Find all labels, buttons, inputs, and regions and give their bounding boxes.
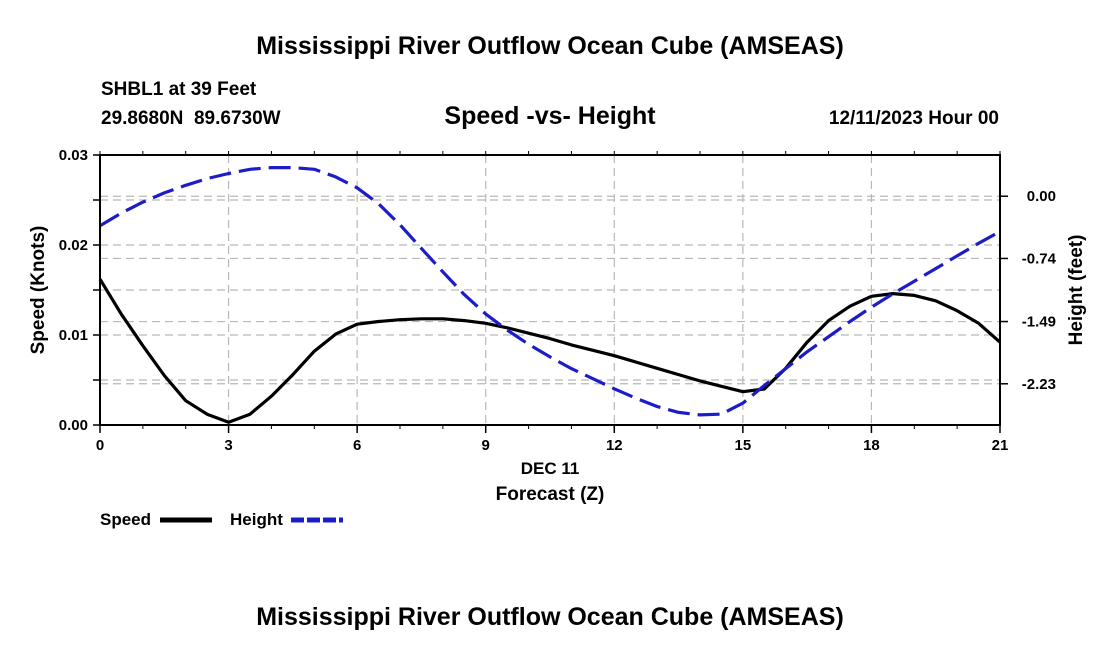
station-coords: 29.8680N 89.6730W (101, 108, 281, 129)
y-tick-label: 0.02 (59, 237, 88, 254)
x-tick-label: 15 (735, 437, 752, 454)
series-lines (98, 166, 1002, 424)
x-tick-label: 0 (96, 437, 104, 454)
main-title: Mississippi River Outflow Ocean Cube (AM… (256, 32, 844, 60)
legend: Speed Height (100, 510, 343, 529)
station-name: SHBL1 at 39 Feet (101, 79, 257, 100)
footer-title: Mississippi River Outflow Ocean Cube (AM… (256, 603, 844, 631)
tick-labels: 0 3 6 9 12 15 18 21 0.00 0.01 0.02 0.03 0.00 -0.74 -1.… (59, 147, 1057, 454)
x-tick-label: 9 (482, 437, 490, 454)
x-tick-label: 12 (606, 437, 623, 454)
grid-lines (100, 155, 1000, 425)
forecast-datetime: 12/11/2023 Hour 00 (829, 108, 999, 129)
y-tick-label: 0.00 (59, 417, 88, 434)
y2-tick-label: -2.23 (1022, 376, 1056, 393)
x-tick-label: 3 (224, 437, 232, 454)
y2-axis-label: Height (feet) (1066, 235, 1087, 346)
x-tick-label: 18 (863, 437, 880, 454)
y2-tick-label: -0.74 (1022, 250, 1057, 267)
y-axis-label: Speed (Knots) (28, 226, 49, 355)
y2-tick-label: 0.00 (1027, 188, 1056, 205)
y-tick-label: 0.01 (59, 327, 88, 344)
y-tick-label: 0.03 (59, 147, 88, 164)
legend-label-height: Height (230, 510, 283, 529)
x-axis-label: Forecast (Z) (496, 484, 605, 505)
series-line-speed (98, 278, 1002, 424)
tick-marks (93, 151, 1008, 433)
chart-title: Speed -vs- Height (444, 102, 656, 130)
x-date-label: DEC 11 (521, 459, 580, 478)
x-tick-label: 21 (992, 437, 1009, 454)
series-line-height (99, 166, 1001, 417)
x-tick-label: 6 (353, 437, 361, 454)
y2-tick-label: -1.49 (1022, 314, 1056, 331)
legend-label-speed: Speed (100, 510, 151, 529)
